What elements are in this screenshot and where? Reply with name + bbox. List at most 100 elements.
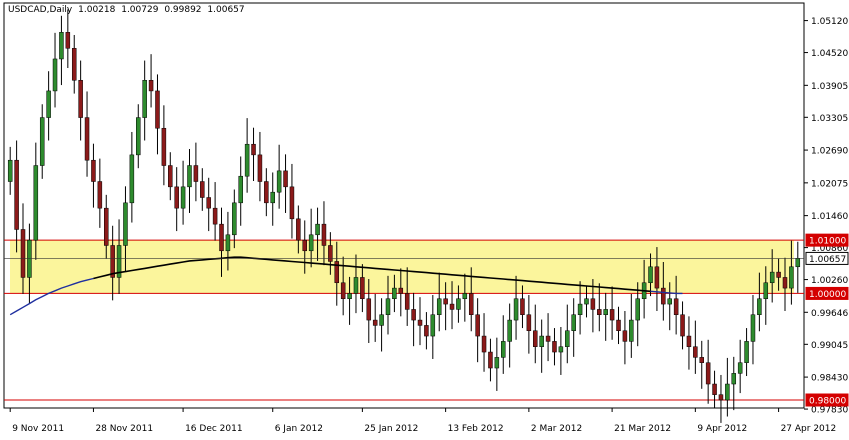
candle-bear: [597, 309, 602, 315]
candle-bear: [533, 330, 538, 347]
candle-bear: [212, 207, 218, 225]
candle-bear: [340, 282, 346, 300]
candle-bear: [526, 314, 532, 331]
x-tick-label: 27 Apr 2012: [781, 424, 837, 434]
candle-bull: [565, 330, 570, 347]
candle-bear: [161, 127, 167, 166]
y-tick-label: 1.00260: [811, 276, 848, 286]
candle-bear: [712, 383, 717, 395]
candle-bear: [404, 293, 410, 310]
x-tick-label: 25 Jan 2012: [364, 424, 418, 434]
candle-bull: [629, 319, 634, 342]
candle-bear: [468, 293, 474, 315]
candle-bear: [545, 335, 551, 342]
candle-bear: [71, 48, 77, 81]
candle-bull: [123, 202, 128, 246]
candle-bull: [39, 117, 45, 166]
candle-bull: [180, 186, 186, 209]
candle-bull: [232, 202, 237, 236]
high-value: 1.00729: [121, 5, 159, 15]
candle-bull: [507, 319, 512, 342]
candle-bear: [449, 303, 455, 310]
candle-bear: [475, 314, 480, 337]
candle-bull: [744, 341, 749, 363]
candle-bear: [481, 335, 487, 353]
candle-bull: [456, 298, 461, 310]
candle-bull: [308, 234, 314, 252]
x-tick-label: 6 Jan 2012: [275, 424, 323, 434]
candle-bull: [603, 309, 608, 315]
slow-moving-average-line: [93, 256, 651, 293]
candle-bear: [200, 181, 205, 198]
candle-bear: [360, 277, 365, 300]
current-price-badge: [805, 251, 849, 265]
y-tick-label: 0.99646: [811, 309, 848, 319]
candle-bull: [462, 293, 468, 300]
candle-bear: [693, 346, 698, 358]
candle-bull: [46, 90, 51, 118]
x-tick-label: 9 Apr 2012: [697, 424, 747, 434]
candle-bear: [366, 298, 372, 321]
x-tick-label: 9 Nov 2011: [12, 424, 64, 434]
candle-bear: [673, 298, 679, 315]
candle-bear: [424, 325, 429, 337]
y-tick-label: 1.03905: [811, 82, 848, 92]
candle-bull: [142, 80, 147, 118]
candle-bear: [296, 218, 301, 241]
candle-bear: [65, 32, 71, 49]
candle-bear: [206, 197, 211, 209]
candle-bull: [539, 335, 544, 347]
y-tick-label: 1.05120: [811, 17, 848, 27]
y-tick-label: 0.98430: [811, 374, 848, 384]
candle-bull: [795, 258, 801, 268]
candle-bear: [411, 309, 416, 321]
candle-bear: [680, 314, 685, 337]
candle-bear: [14, 159, 19, 230]
candle-bear: [520, 298, 525, 315]
candle-bear: [328, 245, 333, 262]
close-value: 1.00657: [207, 5, 245, 15]
candle-bull: [270, 191, 275, 204]
zone-price-badge: [805, 393, 849, 407]
y-tick-label: 0.99045: [811, 341, 848, 351]
moving-average-late-line: [650, 290, 683, 295]
candle-bear: [616, 319, 621, 331]
candle-bull: [584, 298, 589, 305]
candle-bear: [110, 245, 115, 278]
candle-bear: [699, 357, 704, 363]
candle-bear: [78, 80, 83, 118]
candle-bull: [392, 287, 397, 300]
candle-bear: [155, 90, 160, 129]
candle-bull: [276, 170, 282, 193]
candle-bull: [494, 357, 500, 369]
candle-bear: [91, 159, 96, 182]
candle-bear: [289, 186, 295, 220]
candle-bull: [769, 271, 775, 284]
y-tick-label: 1.02075: [811, 179, 848, 189]
candle-bull: [136, 117, 141, 156]
candle-bull: [116, 245, 122, 278]
candle-bear: [718, 394, 724, 401]
candle-bull: [750, 314, 756, 342]
candle-bear: [782, 277, 788, 289]
y-tick-label: 1.00860: [811, 244, 848, 254]
candle-bear: [443, 298, 448, 305]
candle-bear: [168, 165, 173, 188]
x-tick-label: 13 Feb 2012: [448, 424, 504, 434]
candle-bull: [667, 298, 672, 305]
candle-bear: [174, 186, 179, 209]
candle-bull: [501, 341, 506, 358]
zone-price-badge: [805, 233, 849, 247]
candle-bull: [577, 303, 583, 315]
candle-bear: [622, 330, 628, 342]
price-badge-label: 1.01000: [809, 237, 846, 247]
candle-bear: [334, 261, 340, 284]
candle-bull: [789, 266, 794, 289]
candle-bull: [7, 159, 13, 182]
candle-bull: [385, 298, 391, 315]
candle-bear: [398, 287, 404, 294]
candle-bear: [590, 298, 596, 310]
candle-bull: [315, 223, 320, 236]
